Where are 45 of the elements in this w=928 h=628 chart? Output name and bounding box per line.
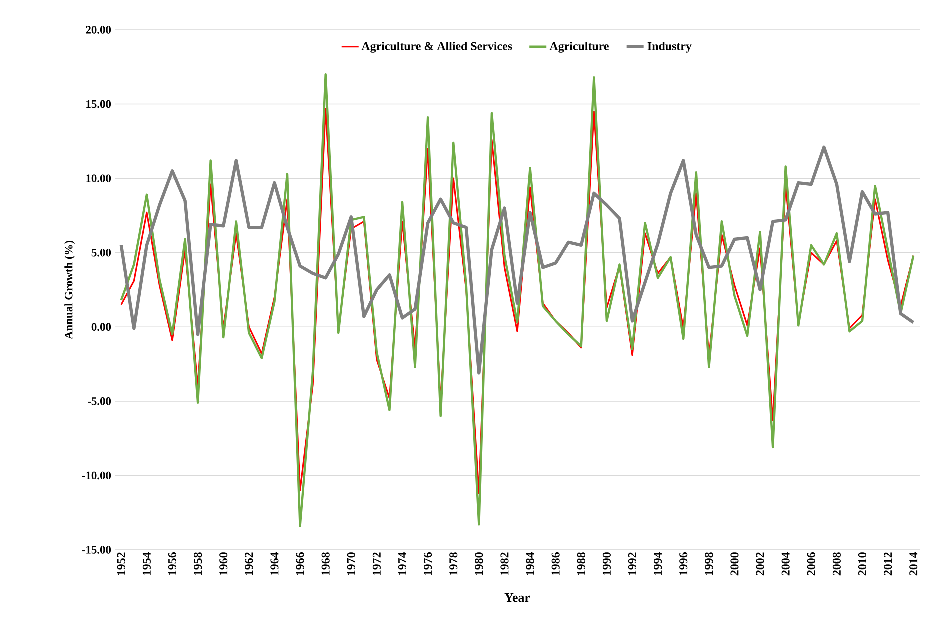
x-tick-label: 1984 xyxy=(526,552,534,576)
x-tick-label: 1974 xyxy=(398,552,407,576)
y-tick-label: -10.00 xyxy=(82,472,112,480)
x-tick-label: 2002 xyxy=(756,552,764,576)
x-tick-label: 1976 xyxy=(424,552,432,576)
x-tick-label: 1998 xyxy=(705,552,714,576)
x-tick-label: 1964 xyxy=(270,552,279,576)
y-tick-label: 0.00 xyxy=(92,323,112,332)
x-tick-label: 1962 xyxy=(245,552,254,576)
legend-label: Agriculture xyxy=(550,42,609,53)
x-axis-title: Year xyxy=(504,594,530,602)
y-tick-label: 20.00 xyxy=(86,26,112,34)
legend-label: Industry xyxy=(648,42,692,53)
x-tick-label: 1968 xyxy=(322,552,330,576)
x-tick-label: 1952 xyxy=(117,552,126,576)
y-tick-label: 5.00 xyxy=(92,248,112,257)
x-tick-label: 2000 xyxy=(730,552,739,576)
x-tick-label: 1980 xyxy=(475,552,484,576)
x-tick-label: 2006 xyxy=(807,552,816,576)
y-axis-title: Annual Growth (%) xyxy=(64,240,76,340)
legend-label: Agriculture & Allied Services xyxy=(362,42,512,53)
x-tick-label: 1982 xyxy=(500,552,509,576)
y-tick-label: 15.00 xyxy=(86,100,112,108)
x-tick-label: 1992 xyxy=(628,552,637,576)
x-tick-label: 1988 xyxy=(577,552,586,576)
y-tick-label: -5.00 xyxy=(88,398,112,406)
x-tick-label: 1978 xyxy=(450,552,458,576)
x-tick-label: 2014 xyxy=(910,552,918,576)
y-tick-label: 10.00 xyxy=(86,174,112,182)
x-tick-label: 1954 xyxy=(142,552,151,576)
y-tick-label: -15.00 xyxy=(82,546,112,554)
x-tick-label: 1994 xyxy=(654,552,662,576)
x-tick-label: 1996 xyxy=(680,552,688,576)
x-tick-label: 1990 xyxy=(602,552,611,576)
x-tick-label: 1956 xyxy=(168,552,177,576)
x-tick-label: 1966 xyxy=(296,552,304,576)
x-tick-label: 1986 xyxy=(552,552,560,576)
x-tick-label: 2012 xyxy=(884,552,892,576)
x-tick-label: 2010 xyxy=(858,552,867,576)
x-tick-label: 1960 xyxy=(220,552,228,576)
x-tick-label: 2008 xyxy=(832,552,841,576)
x-tick-label: 1970 xyxy=(347,552,356,576)
x-tick-label: 2004 xyxy=(782,552,790,576)
x-tick-label: 1972 xyxy=(372,552,381,576)
x-tick-label: 1958 xyxy=(194,552,202,576)
